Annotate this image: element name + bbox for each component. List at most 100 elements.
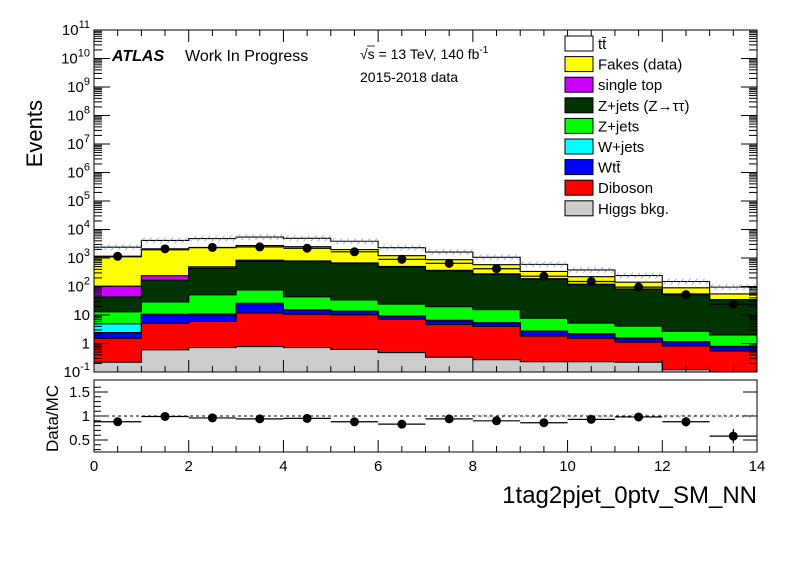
mc-uncertainty-7 (425, 249, 473, 256)
stack-histogram (94, 234, 757, 372)
ytick-label-9: 109 (67, 76, 90, 96)
mc-uncertainty-13 (709, 284, 757, 291)
ytick-label-4: 104 (67, 219, 90, 239)
data-point-9 (539, 271, 549, 281)
status-label: Work In Progress (185, 48, 308, 65)
mc-uncertainty-10 (567, 266, 615, 273)
dataset-label: 2015-2018 data (360, 69, 458, 85)
ratio-point-11 (634, 412, 644, 422)
xtick-label-4: 4 (279, 458, 287, 475)
ratio-point-7 (444, 414, 454, 424)
mc-uncertainty-5 (330, 238, 379, 245)
data-points (94, 242, 757, 309)
legend-label-7: Diboson (598, 180, 653, 197)
ytick-label--1: 10-1 (64, 361, 90, 381)
data-point-0 (113, 251, 123, 261)
ytick-label-11: 1011 (62, 19, 90, 39)
ratio-points (94, 411, 757, 444)
legend: tt̄ Fakes (data) single top Z+jets (Z→ττ) Z+… (564, 35, 689, 218)
ytick-label-2: 102 (67, 276, 90, 296)
legend-label-1: Fakes (data) (598, 57, 682, 74)
bar-diboson-13 (709, 350, 757, 372)
mc-uncertainty-3 (236, 234, 284, 241)
legend-label-6: Wtt̄ (598, 160, 621, 177)
xtick-label-2: 2 (185, 458, 193, 475)
legend-swatch-1 (564, 56, 594, 73)
bar-higgs-bkg--1 (141, 349, 190, 372)
ratio-point-6 (397, 419, 407, 429)
data-point-2 (207, 242, 217, 252)
mc-uncertainty-6 (378, 244, 426, 251)
mc-uncertainty-11 (614, 272, 663, 279)
data-point-8 (492, 264, 502, 274)
legend-swatch-7 (564, 179, 594, 196)
ytick-label-0: 1 (82, 336, 90, 353)
energy-label: √s = 13 TeV, 140 fb (360, 46, 480, 62)
x-axis-label: 1tag2pjet_0ptv_SM_NN (502, 482, 757, 509)
xtick-label-8: 8 (469, 458, 477, 475)
mc-uncertainty-0 (94, 244, 142, 251)
data-point-13 (728, 299, 738, 309)
ytick-label-7: 107 (67, 133, 90, 153)
ratio-point-12 (681, 417, 691, 427)
legend-label-4: Z+jets (598, 118, 639, 135)
data-point-5 (349, 247, 359, 257)
legend-swatch-2 (564, 76, 594, 93)
ratio-axis: 0.5 1 1.5 0 2 4 6 8 10 12 14 (69, 384, 765, 475)
data-point-6 (397, 254, 407, 264)
bar-higgs-bkg--5 (330, 349, 379, 372)
stack-outline-higgs-bkg- (94, 346, 757, 372)
ratio-ytick-label: 1 (82, 408, 90, 425)
mc-uncertainty-12 (662, 278, 710, 285)
ratio-point-4 (302, 413, 312, 423)
data-point-10 (586, 276, 596, 286)
ratio-uncertainty-band (94, 414, 757, 418)
xtick-label-6: 6 (374, 458, 382, 475)
mc-uncertainty-8 (472, 254, 521, 261)
ratio-point-1 (160, 411, 170, 421)
ytick-label-8: 108 (67, 105, 90, 125)
ratio-point-0 (113, 417, 123, 427)
bar-higgs-bkg--7 (425, 357, 474, 372)
ratio-point-10 (586, 414, 596, 424)
ratio-point-5 (349, 417, 359, 427)
ytick-label-5: 105 (67, 190, 90, 210)
legend-swatch-5 (564, 138, 594, 155)
ratio-point-2 (207, 413, 217, 423)
legend-swatch-4 (564, 117, 594, 134)
xtick-label-14: 14 (749, 458, 766, 475)
stack-outline-w-jets (94, 302, 757, 347)
mc-uncertainty-2 (188, 235, 237, 242)
ratio-point-8 (492, 416, 502, 426)
legend-swatch-6 (564, 159, 594, 176)
ytick-label-3: 103 (67, 247, 90, 267)
atlas-label: ATLAS (111, 48, 164, 65)
legend-label-0: tt̄ (598, 36, 607, 53)
xtick-label-0: 0 (90, 458, 98, 475)
ytick-label-6: 106 (67, 162, 90, 182)
stack-outline-z-jets (94, 289, 757, 336)
legend-label-5: W+jets (598, 139, 644, 156)
y-axis-label: Events (22, 100, 47, 167)
ratio-point-13 (728, 431, 738, 441)
main-axis: 10-1 1 10 102 103 104 105 106 107 108 109 1010 1011 (61, 19, 758, 381)
energy-lumi-label: √s = 13 TeV, 140 fb-1 (360, 45, 489, 62)
legend-label-8: Higgs bkg. (598, 201, 669, 218)
ratio-y-label: Data/MC (43, 385, 62, 452)
legend-swatch-8 (564, 200, 594, 217)
data-point-11 (634, 282, 644, 292)
ratio-ytick-label: 0.5 (69, 432, 90, 449)
legend-swatch-0 (564, 35, 594, 52)
data-point-3 (255, 242, 265, 252)
xtick-label-10: 10 (559, 458, 576, 475)
bar-higgs-bkg--8 (472, 359, 521, 372)
mc-uncertainty-9 (520, 261, 568, 268)
mc-uncertainty-1 (141, 237, 189, 244)
ratio-point-9 (539, 418, 549, 428)
ytick-label-10: 1010 (61, 48, 90, 68)
bar-higgs-bkg--6 (378, 352, 426, 372)
data-point-7 (444, 258, 454, 268)
legend-label-3: Z+jets (Z→ττ) (598, 98, 689, 115)
mc-uncertainty-4 (283, 235, 331, 242)
